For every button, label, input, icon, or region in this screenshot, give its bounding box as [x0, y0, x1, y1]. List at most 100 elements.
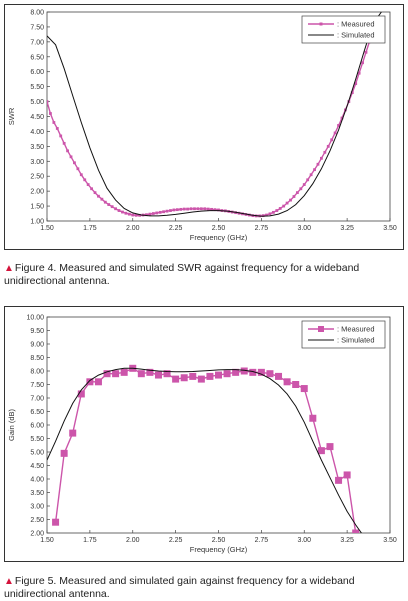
y-tick-label: 7.50: [30, 382, 44, 389]
legend-simulated-label: : Simulated: [337, 31, 375, 40]
measured-data-point: [94, 378, 102, 386]
swr-chart: 1.001.502.002.503.003.504.004.505.005.50…: [7, 10, 397, 243]
measured-data-point: [340, 116, 344, 120]
x-axis-label: Frequency (GHz): [190, 545, 248, 554]
x-tick-label: 3.25: [340, 225, 354, 232]
y-tick-label: 6.00: [30, 423, 44, 430]
measured-data-point: [309, 414, 317, 422]
y-tick-label: 6.50: [30, 54, 44, 61]
legend-box: [301, 320, 386, 349]
measured-data-point: [90, 187, 93, 191]
measured-data-point: [330, 138, 334, 142]
legend-measured-label: : Measured: [337, 20, 375, 29]
measured-data-point: [282, 204, 286, 208]
y-tick-label: 4.50: [30, 463, 44, 470]
measured-data-point: [354, 82, 358, 86]
x-tick-label: 2.75: [255, 537, 269, 544]
measured-data-point: [172, 375, 180, 383]
y-tick-label: 9.50: [30, 328, 44, 335]
measured-data-point: [146, 368, 154, 376]
measured-data-point: [326, 443, 334, 451]
measured-data-point: [103, 370, 111, 378]
measured-data-point: [249, 368, 257, 376]
measured-data-point: [206, 372, 214, 380]
measured-data-point: [352, 529, 360, 533]
measured-data-point: [199, 207, 203, 211]
x-tick-label: 1.75: [83, 225, 97, 232]
measured-data-point: [189, 207, 193, 211]
measured-data-point: [165, 209, 169, 213]
measured-data-point: [361, 61, 364, 65]
measured-data-point: [138, 213, 142, 217]
measured-data-point: [333, 131, 337, 135]
y-tick-label: 3.50: [30, 490, 44, 497]
measured-data-point: [265, 213, 268, 217]
caption-triangle-icon: ▲: [4, 263, 14, 274]
measured-data-point: [266, 370, 274, 378]
measured-data-point: [120, 368, 128, 376]
y-tick-label: 3.00: [30, 504, 44, 511]
y-axis-label: SWR: [7, 107, 16, 125]
y-tick-label: 8.00: [30, 369, 44, 376]
y-tick-label: 2.50: [30, 517, 44, 524]
x-axis-label: Frequency (GHz): [190, 233, 248, 242]
measured-data-point: [193, 207, 196, 211]
x-tick-label: 1.50: [40, 537, 54, 544]
x-tick-label: 2.50: [212, 225, 226, 232]
plot-area: [47, 12, 382, 218]
simulated-series-line: [47, 12, 382, 217]
measured-data-point: [337, 124, 340, 127]
measured-data-point: [163, 370, 171, 378]
measured-data-point: [295, 191, 299, 195]
measured-data-point: [79, 173, 83, 177]
measured-data-point: [215, 371, 222, 379]
measured-data-point: [217, 208, 220, 212]
measured-data-point: [196, 207, 200, 211]
measured-data-point: [289, 198, 292, 202]
measured-data-point: [93, 191, 97, 195]
x-tick-label: 3.50: [383, 537, 397, 544]
measured-data-point: [182, 207, 186, 211]
y-tick-label: 5.00: [30, 99, 44, 106]
y-tick-label: 9.00: [30, 342, 44, 349]
measured-data-point: [127, 212, 131, 216]
measured-data-point: [275, 372, 283, 380]
y-tick-label: 2.00: [30, 531, 44, 538]
x-tick-label: 2.50: [212, 537, 226, 544]
measured-data-point: [83, 178, 87, 182]
measured-data-point: [326, 144, 330, 148]
measured-data-point: [124, 211, 128, 215]
gain-chart-panel: 2.00 2.50 3.00 3.50 4.00 4.50 5.00 5.50 6.00 6.50…: [4, 306, 404, 562]
y-tick-label: 1.50: [30, 204, 44, 211]
measured-data-point: [131, 213, 135, 217]
y-tick-label: 5.00: [30, 450, 44, 457]
measured-data-point: [117, 209, 121, 212]
x-tick-label: 2.25: [169, 537, 183, 544]
measured-data-point: [172, 208, 176, 212]
y-tick-label: 2.50: [30, 174, 44, 181]
measured-data-point: [169, 209, 172, 212]
x-tick-label: 3.50: [383, 225, 397, 232]
figure-4-caption-text: Figure 4. Measured and simulated SWR aga…: [4, 262, 360, 287]
measured-data-point: [257, 368, 265, 376]
measured-data-point: [285, 201, 289, 205]
figure-5-caption: ▲Figure 5. Measured and simulated gain a…: [4, 575, 404, 601]
y-tick-label: 1.00: [30, 219, 44, 226]
y-tick-label: 8.50: [30, 355, 44, 362]
measured-data-point: [357, 71, 361, 75]
measured-data-point: [97, 194, 100, 198]
y-tick-label: 3.50: [30, 144, 44, 151]
y-tick-label: 4.00: [30, 129, 44, 136]
measured-data-point: [86, 183, 90, 186]
measured-data-point: [313, 168, 316, 172]
measured-data-point: [121, 210, 124, 214]
measured-data-point: [62, 141, 66, 145]
plot-area: [47, 364, 363, 533]
measured-data-point: [103, 200, 107, 204]
x-tick-label: 3.00: [297, 537, 311, 544]
legend-simulated-label: : Simulated: [337, 336, 375, 345]
measured-data-point: [299, 187, 303, 191]
measured-data-point: [261, 214, 265, 218]
measured-data-point: [47, 100, 49, 103]
measured-data-point: [151, 212, 155, 215]
